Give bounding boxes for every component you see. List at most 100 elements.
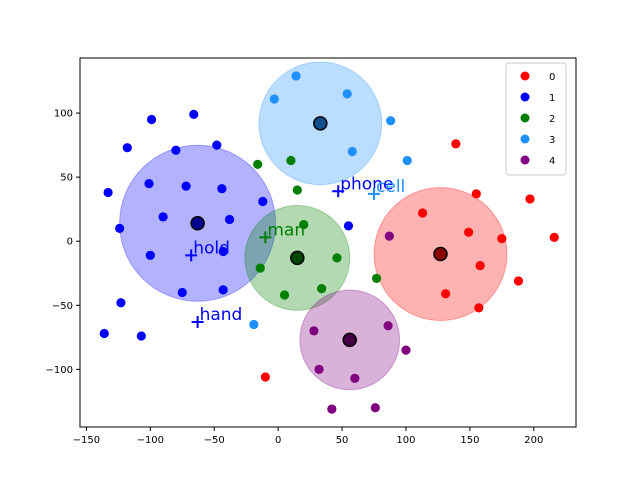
legend-marker [520,71,530,81]
legend-marker [520,113,530,123]
point-cluster-1 [158,212,168,222]
data-points [99,71,559,414]
point-cluster-1 [136,331,146,341]
x-tick-label: −100 [137,435,164,446]
x-tick-label: −50 [204,435,225,446]
legend-marker [520,134,530,144]
annotation-hold: hold [185,238,230,262]
legend-entry-2: 2 [520,113,555,125]
legend-marker [520,92,530,102]
point-cluster-4 [383,321,393,331]
point-cluster-0 [513,276,524,286]
point-cluster-4 [314,364,324,374]
point-cluster-1 [99,328,109,339]
annotation-marker [368,187,381,200]
point-cluster-1 [189,109,199,119]
point-cluster-0 [260,372,270,382]
annotation-label: man [267,220,305,240]
centroid-shade-0 [434,248,447,261]
annotation-label: hand [200,305,243,325]
centroid-cluster-3 [313,116,328,131]
annotation-man: man [259,220,305,244]
point-cluster-0 [474,303,484,313]
legend-label: 0 [549,72,555,83]
x-tick-label: 50 [336,435,349,446]
point-cluster-3 [347,146,357,157]
point-cluster-3 [386,116,396,126]
cluster-circles [119,61,508,391]
point-cluster-0 [441,289,451,299]
annotation-marker [332,185,345,198]
point-cluster-1 [122,143,132,153]
point-cluster-1 [103,187,113,198]
centroid-cluster-1 [190,216,205,231]
point-cluster-2 [279,290,290,300]
point-cluster-3 [342,89,352,99]
annotation-label: phone [340,174,393,194]
legend-entry-3: 3 [520,134,555,146]
centroid-shade-2 [291,251,304,264]
point-cluster-3 [291,71,301,81]
centroid-cluster-2 [290,250,305,266]
y-tick-label: −50 [52,301,73,312]
point-cluster-2 [299,219,309,230]
plot-area-frame [79,57,577,428]
point-cluster-1 [343,221,354,231]
centroid-shade-4 [343,333,356,346]
point-cluster-1 [115,223,125,234]
legend-marker [520,155,530,165]
point-cluster-2 [317,284,327,294]
centroid-cluster-0 [433,246,448,262]
legend-entry-1: 1 [520,92,555,104]
point-cluster-3 [402,155,412,166]
legend-label: 3 [549,135,555,146]
annotation-marker [191,315,204,328]
point-cluster-0 [525,194,535,204]
centroid-cluster-4 [342,332,357,348]
point-cluster-0 [451,139,461,149]
legend-label: 2 [549,114,555,125]
centroid-shade-3 [314,117,327,130]
point-cluster-1 [212,140,222,150]
legend-label: 4 [549,156,555,167]
annotation-cell: cell [368,177,405,200]
point-cluster-1 [258,196,268,207]
point-cluster-0 [417,208,428,218]
point-cluster-2 [371,273,382,283]
annotation-marker [259,231,272,244]
point-cluster-2 [332,253,342,263]
annotation-label: cell [376,177,405,197]
axes: −150 −100 −50 0 50 100 150 200 −100 −50 0 50 100 [46,109,544,446]
point-cluster-0 [475,260,485,271]
x-tick-label: 150 [460,435,479,446]
legend-entry-4: 4 [520,155,555,167]
point-cluster-2 [292,185,302,195]
legend-label: 1 [549,93,555,104]
point-cluster-1 [217,184,227,194]
point-cluster-2 [255,263,265,273]
legend-box [505,62,567,176]
point-cluster-1 [145,250,155,260]
point-cluster-1 [146,114,157,125]
point-cluster-4 [401,345,411,355]
point-cluster-4 [350,373,360,383]
point-cluster-1 [224,214,235,225]
point-cluster-2 [286,155,296,166]
point-cluster-4 [309,326,319,336]
legend-entry-0: 0 [520,71,555,83]
y-tick-label: 0 [67,237,73,248]
x-tick-label: 200 [524,435,543,446]
x-tick-label: −150 [73,435,100,446]
point-cluster-3 [249,319,259,330]
point-cluster-4 [370,403,380,413]
point-cluster-1 [116,298,126,308]
annotation-phone: phone [332,174,393,198]
y-tick-label: −100 [46,365,73,376]
point-cluster-2 [253,159,263,169]
point-cluster-3 [269,94,279,104]
point-cluster-1 [181,181,191,191]
legend: 0 1 2 3 4 [505,62,567,176]
point-cluster-1 [171,145,181,155]
